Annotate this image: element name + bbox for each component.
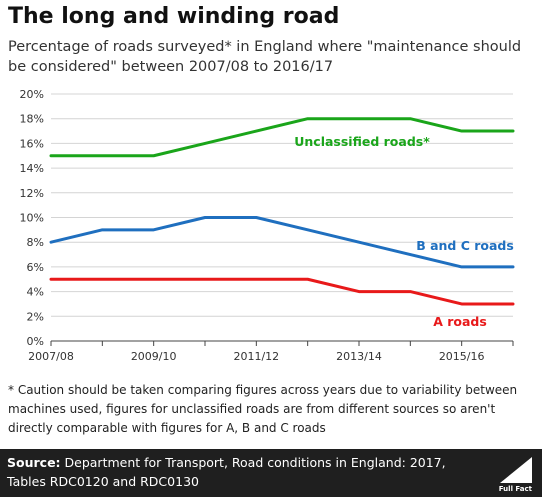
chart-title: The long and winding road — [8, 4, 340, 29]
source-label: Source: — [7, 455, 61, 470]
y-tick-label: 16% — [20, 137, 44, 150]
chart-subtitle: Percentage of roads surveyed* in England… — [8, 39, 522, 75]
y-tick-label: 2% — [27, 310, 44, 323]
y-tick-label: 4% — [27, 286, 44, 299]
y-tick-label: 6% — [27, 261, 44, 274]
x-tick-label: 2007/08 — [28, 350, 74, 363]
y-tick-label: 18% — [20, 113, 44, 126]
line-chart: 0% 2% 4% 6% 8% 10% 12% 14% 16% 18% 20% 2007/08 2009/… — [20, 88, 515, 363]
full-fact-logo-icon: Full Fact — [499, 457, 533, 493]
series-line — [49, 117, 515, 158]
y-tick-label: 12% — [20, 187, 44, 200]
x-tick-label: 2013/14 — [336, 350, 382, 363]
series-label: A roads — [433, 314, 487, 329]
x-tick-label: 2009/10 — [131, 350, 177, 363]
y-tick-label: 8% — [27, 236, 44, 249]
series-line — [49, 216, 515, 269]
x-tick-label: 2015/16 — [439, 350, 485, 363]
y-tick-label: 20% — [20, 88, 44, 101]
y-tick-label: 0% — [27, 335, 44, 348]
source-body: Department for Transport, Road condition… — [7, 455, 446, 489]
logo-text: Full Fact — [499, 485, 533, 493]
y-tick-label: 10% — [20, 212, 44, 225]
source-text: Source: Department for Transport, Road c… — [7, 453, 457, 491]
caution-note: * Caution should be taken comparing figu… — [8, 383, 518, 435]
footer-bar: Source: Department for Transport, Road c… — [0, 449, 542, 497]
y-tick-label: 14% — [20, 162, 44, 175]
series-line — [49, 277, 515, 306]
series-label: Unclassified roads* — [294, 134, 430, 149]
series-label: B and C roads — [416, 238, 514, 253]
x-tick-label: 2011/12 — [233, 350, 279, 363]
